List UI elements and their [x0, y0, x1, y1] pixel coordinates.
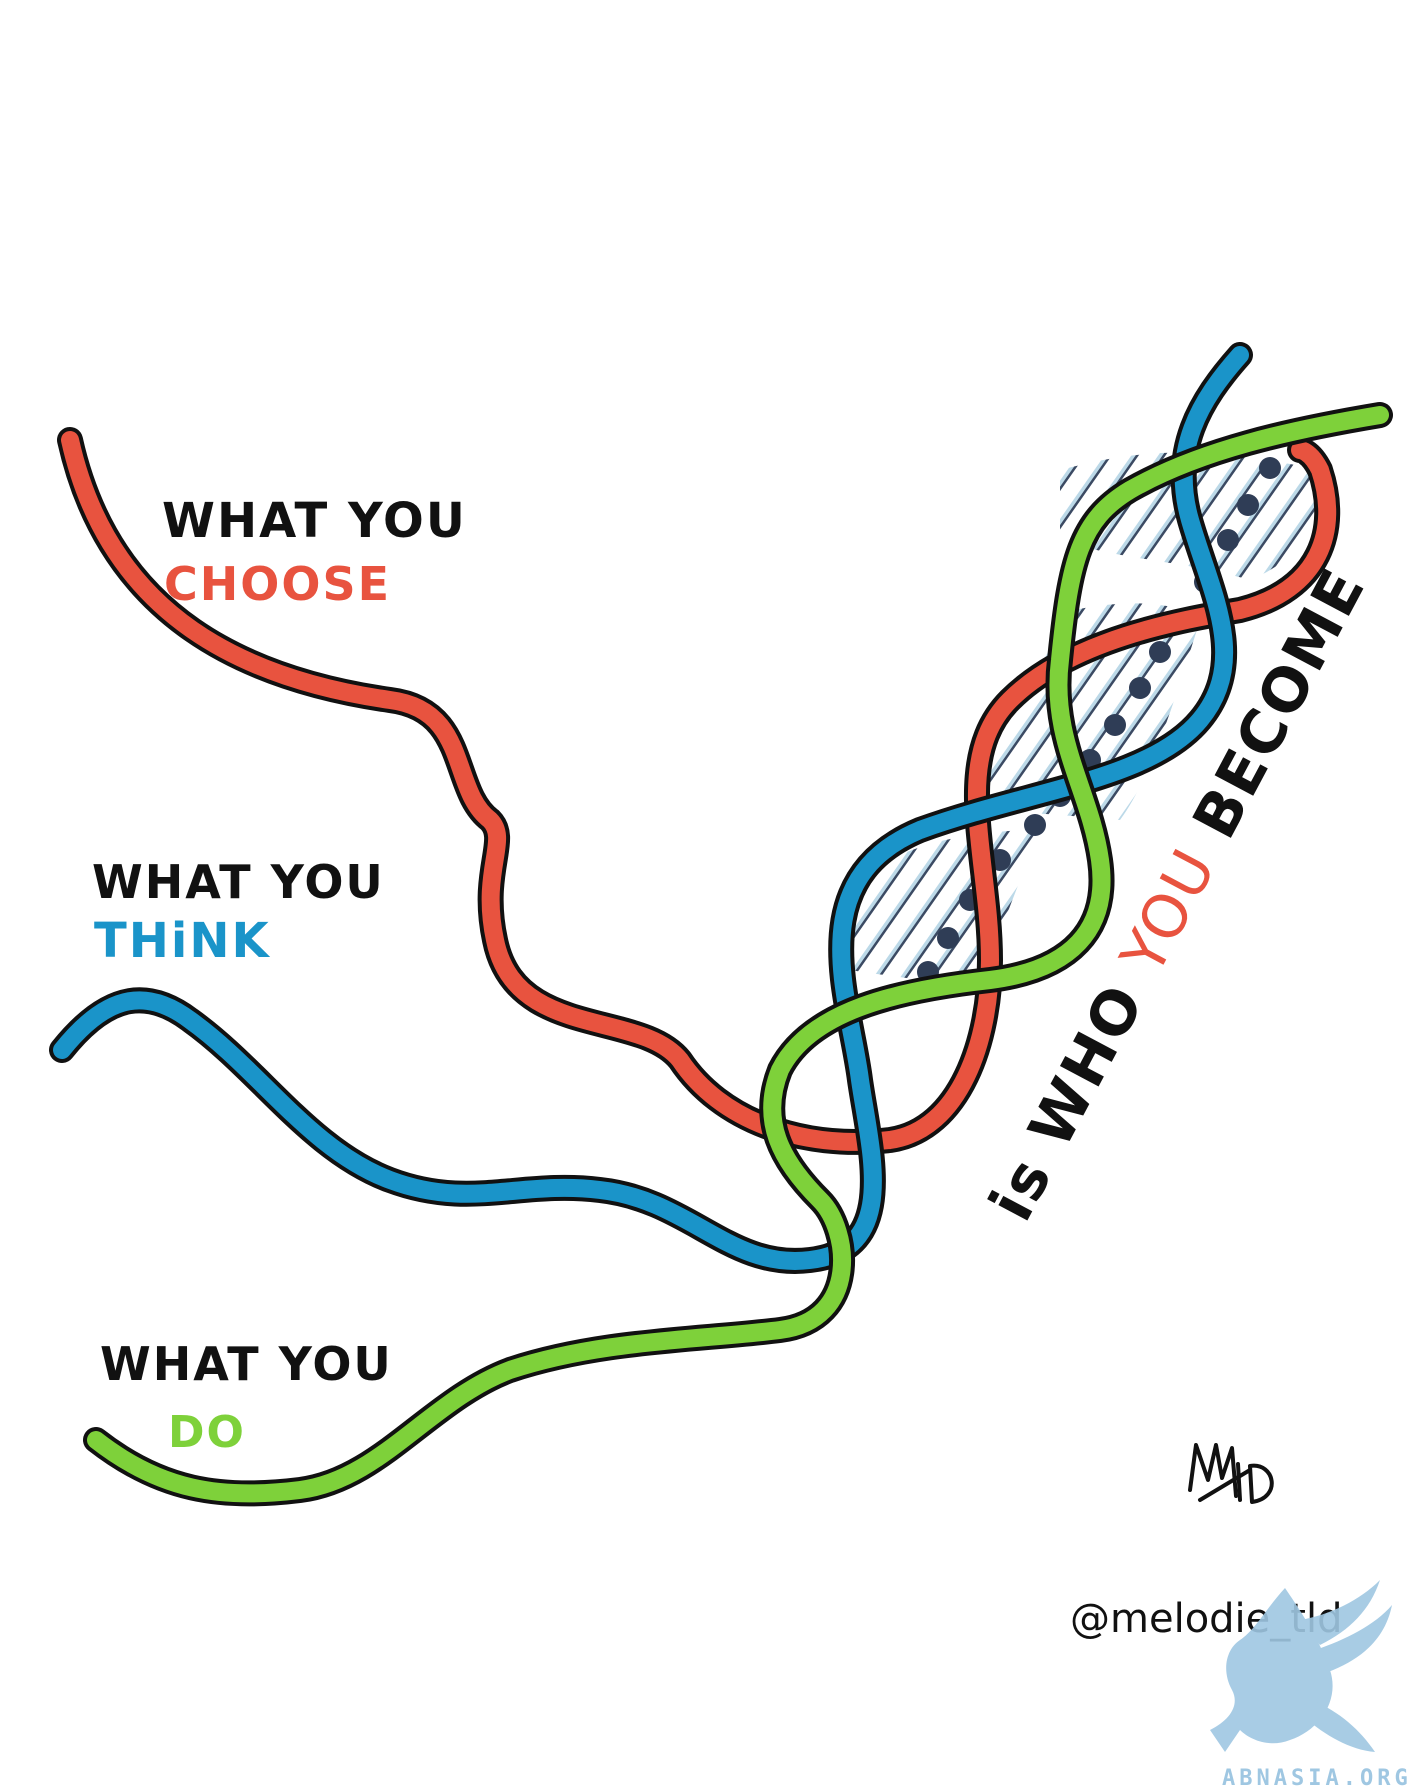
- helix-node: [1024, 814, 1046, 836]
- watermark-text: ABNASIA.ORG: [1222, 1766, 1412, 1791]
- label-do: WHAT YOU DO: [100, 1337, 393, 1458]
- helix-node: [1149, 641, 1171, 663]
- signature-mark-icon: [1188, 1443, 1274, 1504]
- label-think-line2: THiNK: [94, 913, 271, 969]
- helix-node: [937, 927, 959, 949]
- helix-node: [1104, 714, 1126, 736]
- helix-node: [1259, 457, 1281, 479]
- strand-blue: [49, 342, 1253, 1274]
- helix-node: [1217, 529, 1239, 551]
- strand-green-line: [87, 406, 1389, 1503]
- label-think-line1: WHAT YOU: [92, 855, 385, 909]
- label-think: WHAT YOU THiNK: [92, 855, 385, 969]
- label-choose-line2: CHOOSE: [164, 557, 391, 611]
- strand-blue-line: [53, 346, 1249, 1270]
- strand-green: [83, 402, 1393, 1507]
- label-choose: WHAT YOU CHOOSE: [162, 493, 467, 611]
- tagline-part1: is WHO: [976, 952, 1169, 1232]
- helix-node: [1237, 494, 1259, 516]
- label-do-line1: WHAT YOU: [100, 1337, 393, 1391]
- label-do-line2: DO: [168, 1407, 246, 1458]
- helix-node: [1129, 677, 1151, 699]
- label-choose-line1: WHAT YOU: [162, 493, 467, 549]
- dragon-logo-icon: [1210, 1580, 1392, 1752]
